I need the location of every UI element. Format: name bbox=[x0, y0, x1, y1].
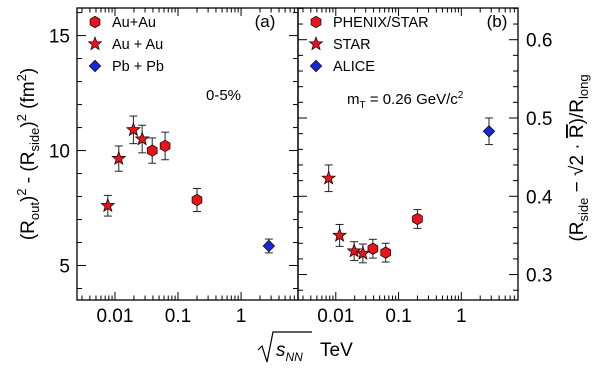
y-tick-label: 15 bbox=[49, 27, 70, 48]
data-point-hexagon bbox=[146, 144, 158, 157]
data-point-star bbox=[346, 243, 362, 258]
panel-b-ticks bbox=[298, 7, 519, 300]
x-tick-label: 1 bbox=[456, 306, 467, 327]
x-tick-label: 1 bbox=[236, 306, 247, 327]
data-point-hexagon bbox=[191, 193, 203, 207]
data-point-star bbox=[100, 197, 116, 213]
legend-marker-star bbox=[308, 36, 324, 51]
legend-label: PHENIX/STAR bbox=[333, 15, 429, 31]
panel-b-annotation: mT = 0.26 GeV/c2 bbox=[347, 90, 464, 111]
panel-b-legend: PHENIX/STAR STAR ALICE bbox=[308, 15, 429, 75]
legend-marker-diamond bbox=[309, 59, 323, 73]
y-tick-label: 0.6 bbox=[526, 31, 552, 52]
legend-marker-star bbox=[87, 36, 103, 51]
panel-a-frame bbox=[76, 7, 299, 301]
panel-a-tag: (a) bbox=[255, 12, 276, 31]
data-point-diamond bbox=[262, 239, 276, 253]
data-point-hexagon bbox=[380, 246, 391, 259]
sqrt-sign bbox=[257, 331, 312, 363]
data-point-star bbox=[355, 245, 371, 260]
mt-subscript: T bbox=[360, 100, 366, 111]
data-point-star bbox=[125, 121, 141, 137]
legend-marker-hexagon bbox=[310, 15, 322, 29]
x-tick-label: 0.01 bbox=[96, 306, 133, 327]
x-axis-title-subscript: NN bbox=[286, 350, 304, 364]
panel-a-marks bbox=[100, 115, 276, 254]
data-point-hexagon bbox=[367, 242, 379, 255]
mt-symbol: m bbox=[347, 91, 360, 108]
legend-label: ALICE bbox=[333, 59, 375, 75]
panel-b-tick-labels: 0.01 0.1 1 0.3 0.4 0.5 0.6 bbox=[317, 31, 553, 327]
data-point-star bbox=[134, 131, 150, 146]
x-tick-label: 0.1 bbox=[165, 306, 191, 327]
y-axis-title-left: (Rout)2 - (Rside)2 (fm2) bbox=[14, 68, 42, 240]
y-tick-label: 10 bbox=[49, 142, 70, 163]
data-point-hexagon bbox=[159, 139, 171, 153]
panel-b-marks bbox=[321, 117, 496, 264]
data-point-star bbox=[111, 150, 127, 165]
panel-b-tag: (b) bbox=[487, 12, 508, 31]
data-point-star bbox=[321, 170, 337, 185]
data-point-star bbox=[332, 227, 348, 242]
y-tick-label: 0.5 bbox=[526, 109, 552, 130]
y-tick-label: 0.3 bbox=[526, 266, 552, 287]
x-axis-title: sNN TeV bbox=[257, 331, 353, 364]
y-tick-label: 0.4 bbox=[526, 187, 553, 208]
panel-a-annotation: 0-5% bbox=[206, 87, 241, 104]
panel-a-ticks bbox=[77, 8, 299, 300]
legend-label: Au + Au bbox=[112, 37, 163, 53]
x-axis-title-symbol: s bbox=[276, 340, 286, 361]
mt-superscript: 2 bbox=[458, 90, 464, 101]
panel-a-legend: Au+Au Au + Au Pb + Pb bbox=[87, 15, 164, 75]
x-tick-label: 0.1 bbox=[385, 306, 411, 327]
legend-marker-diamond bbox=[88, 59, 102, 73]
legend-label: Pb + Pb bbox=[112, 59, 164, 75]
panel-b-frame bbox=[297, 7, 519, 301]
y-tick-label: 5 bbox=[59, 257, 70, 278]
y-axis-title-right: (Rside − √2 · R)/Rlong bbox=[567, 74, 591, 241]
x-axis-title-unit: TeV bbox=[320, 340, 353, 361]
legend-label: STAR bbox=[333, 37, 371, 53]
data-point-hexagon bbox=[412, 212, 423, 226]
r-bar: R bbox=[567, 124, 588, 138]
legend-label: Au+Au bbox=[112, 15, 156, 31]
legend-marker-hexagon bbox=[89, 15, 101, 29]
mt-value: = 0.26 GeV/c bbox=[366, 91, 459, 108]
data-point-diamond bbox=[482, 125, 496, 138]
svg-text:sNN: sNN bbox=[276, 340, 303, 364]
x-tick-label: 0.01 bbox=[317, 306, 354, 327]
